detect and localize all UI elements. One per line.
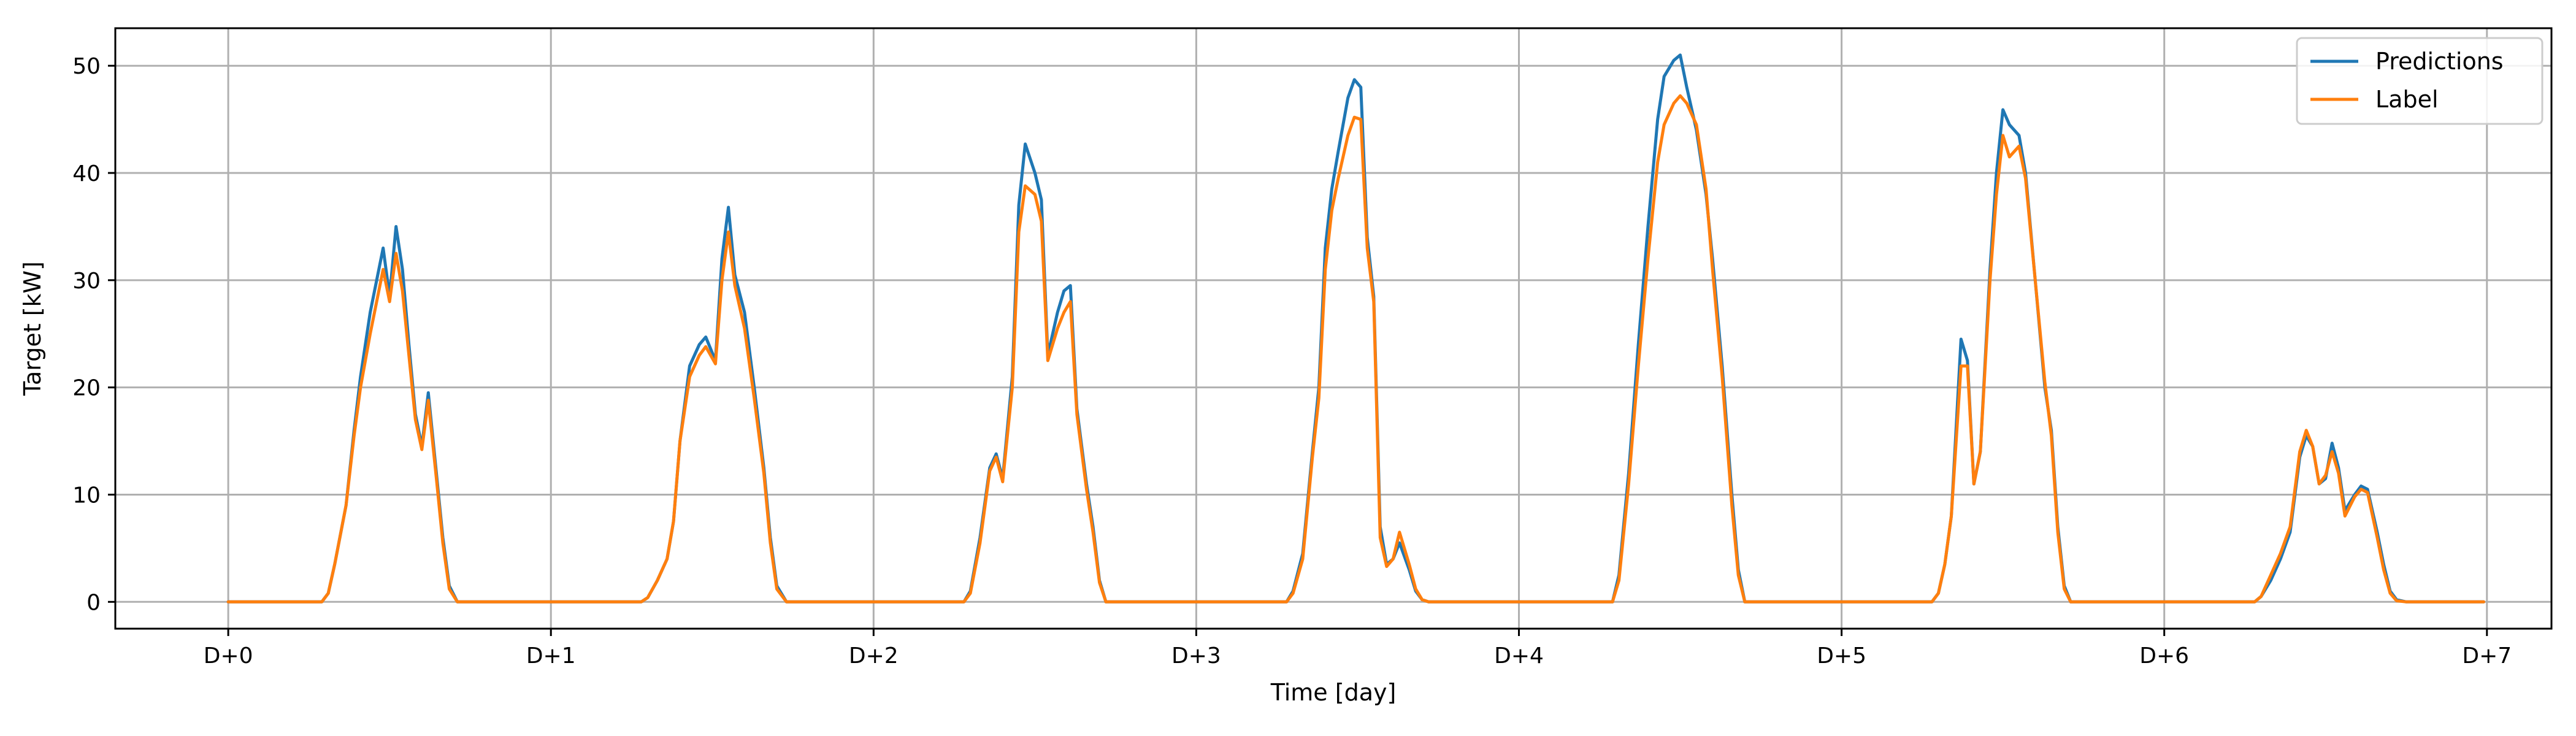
- x-axis-label: Time [day]: [1270, 679, 1397, 706]
- x-tick-label: D+0: [204, 643, 253, 669]
- y-axis-label: Target [kW]: [19, 261, 46, 396]
- series-layer: [226, 53, 2485, 604]
- legend: Predictions Label: [2296, 37, 2543, 125]
- x-tick-label: D+2: [849, 643, 899, 669]
- x-tick-label: D+3: [1171, 643, 1221, 669]
- x-tick-label: D+7: [2462, 643, 2512, 669]
- y-tick-label: 50: [72, 54, 101, 79]
- y-tick-label: 0: [86, 590, 101, 615]
- legend-label-predictions: Predictions: [2375, 48, 2504, 75]
- legend-label-label: Label: [2375, 86, 2439, 113]
- plot-frame: [114, 27, 2553, 630]
- y-tick-label: 10: [72, 483, 101, 508]
- y-tick-label: 40: [72, 161, 101, 186]
- series-line-label: [226, 94, 2485, 604]
- y-tick-label: 30: [72, 269, 101, 294]
- x-tick-label: D+4: [1494, 643, 1544, 669]
- x-tick-label: D+1: [526, 643, 576, 669]
- legend-box: [2296, 37, 2543, 125]
- x-tick-label: D+6: [2139, 643, 2189, 669]
- x-tick-label: D+5: [1817, 643, 1866, 669]
- tick-layer: D+0 D+1 D+2 D+3 D+4 D+5 D+6 D+7 0 10 20 30 40 50: [72, 54, 2512, 669]
- y-tick-label: 20: [72, 376, 101, 401]
